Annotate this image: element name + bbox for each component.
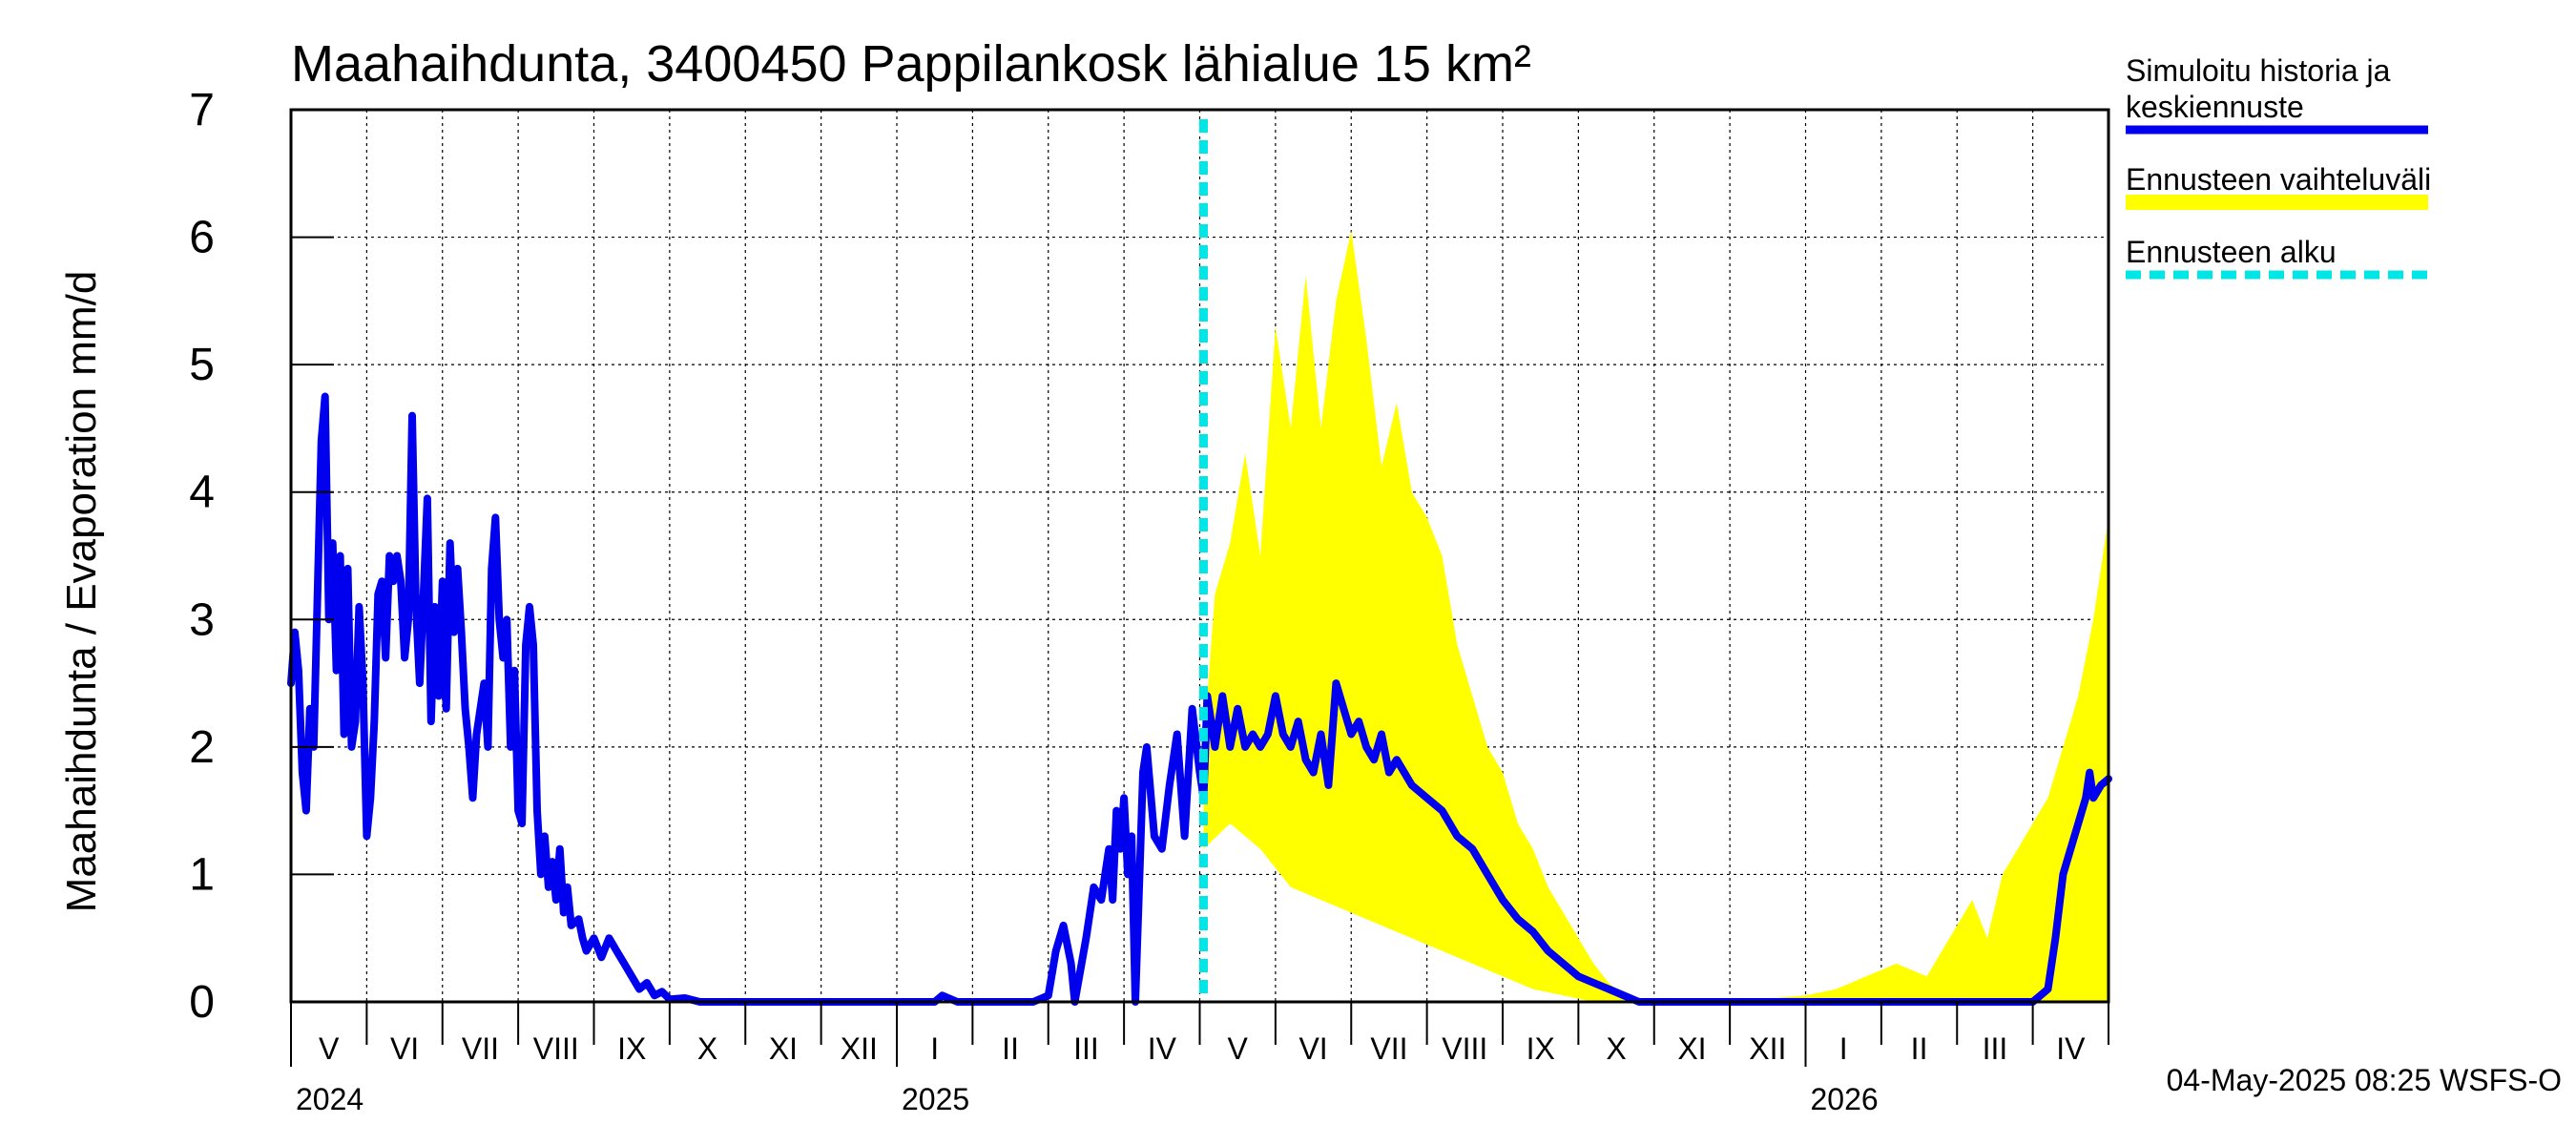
x-month-label: III [1073,1031,1099,1066]
x-month-label: XII [1749,1031,1786,1066]
y-tick-label: 3 [189,594,215,645]
y-tick-label: 2 [189,722,215,773]
x-month-label: IV [1148,1031,1177,1066]
footer-timestamp: 04-May-2025 08:25 WSFS-O [2167,1063,2562,1097]
x-month-label: IV [2056,1031,2086,1066]
x-month-label: IX [617,1031,646,1066]
x-month-label: II [1002,1031,1019,1066]
y-tick-label: 5 [189,340,215,390]
forecast-range-band [1203,230,2109,1002]
chart-title: Maahaihdunta, 3400450 Pappilankosk lähia… [291,35,1531,93]
y-tick-label: 1 [189,849,215,900]
x-year-label: 2026 [1811,1082,1879,1116]
x-month-label: VII [462,1031,499,1066]
x-month-label: X [1606,1031,1626,1066]
x-month-label: IX [1527,1031,1555,1066]
legend-label: keskiennuste [2126,90,2304,124]
legend-label: Ennusteen vaihteluväli [2126,162,2431,197]
x-month-label: XI [769,1031,798,1066]
x-month-label: II [1911,1031,1928,1066]
x-month-label: VI [1298,1031,1327,1066]
x-axis: V VI VII VIII IX X XI XII I II III IV V VI VII VIII IX X X… [290,1002,2109,1116]
y-tick-label: 4 [189,468,215,518]
x-month-label: V [319,1031,340,1066]
x-month-label: III [1983,1031,2008,1066]
x-month-label: XI [1677,1031,1706,1066]
x-year-label: 2025 [902,1082,969,1116]
y-tick-label: 6 [189,213,215,263]
x-year-label: 2024 [296,1082,364,1116]
x-month-label: I [1839,1031,1848,1066]
x-month-label: X [697,1031,717,1066]
y-ticks: 0 1 2 3 4 5 6 7 [189,85,334,1028]
y-tick-label: 7 [189,85,215,135]
x-month-label: V [1228,1031,1249,1066]
x-month-label: I [930,1031,939,1066]
x-month-label: VI [390,1031,419,1066]
forecast-range-layer [1203,230,2109,1002]
y-axis-label: Maahaihdunta / Evaporation mm/d [58,271,105,913]
y-tick-label: 0 [189,977,215,1028]
x-month-label: VII [1370,1031,1407,1066]
x-month-label: VIII [1442,1031,1487,1066]
x-month-label: XII [841,1031,878,1066]
x-month-label: VIII [533,1031,579,1066]
legend-label: Ennusteen alku [2126,235,2337,269]
legend-label: Simuloitu historia ja [2126,53,2391,88]
